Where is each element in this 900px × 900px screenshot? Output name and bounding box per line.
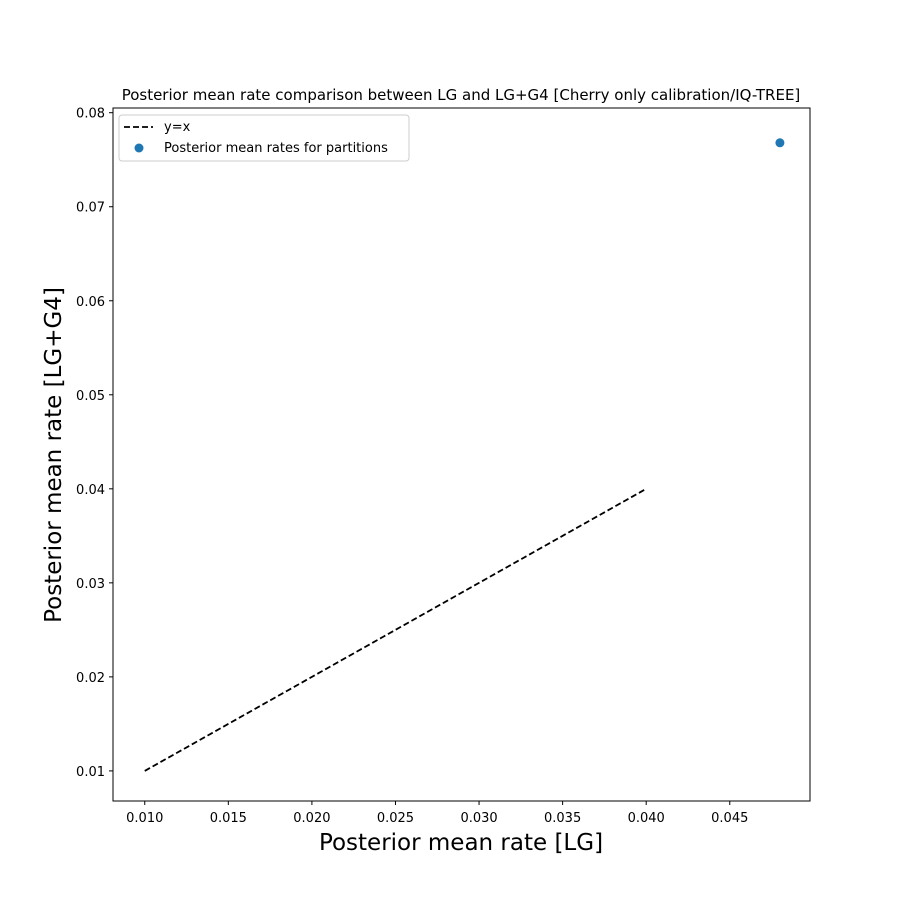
- y-tick-label: 0.05: [76, 389, 105, 404]
- y-tick-label: 0.04: [76, 483, 105, 498]
- legend-label-line: y=x: [164, 120, 191, 135]
- x-tick-label: 0.015: [210, 811, 247, 826]
- y-tick-label: 0.03: [76, 577, 105, 592]
- x-tick-label: 0.045: [711, 811, 748, 826]
- y-tick-label: 0.07: [76, 201, 105, 216]
- legend-box: [118, 114, 410, 162]
- y-axis-label: Posterior mean rate [LG+G4]: [41, 287, 67, 623]
- x-tick-label: 0.030: [460, 811, 497, 826]
- x-tick-label: 0.020: [293, 811, 330, 826]
- x-axis-label: Posterior mean rate [LG]: [319, 830, 603, 856]
- axes-frame: [112, 107, 811, 802]
- x-tick-label: 0.035: [544, 811, 581, 826]
- y-tick-label: 0.01: [76, 765, 105, 780]
- x-axis: 0.010 0.015 0.020 0.025 0.030 0.035 0.040 0.045: [126, 801, 748, 826]
- legend-point-swatch: [134, 143, 144, 153]
- x-tick-label: 0.025: [377, 811, 414, 826]
- chart-title: Posterior mean rate comparison between L…: [122, 86, 801, 104]
- scatter-point: [775, 138, 785, 148]
- plot-area: [144, 138, 785, 772]
- y-axis: 0.01 0.02 0.03 0.04 0.05 0.06 0.07 0.08: [76, 107, 113, 780]
- y-tick-label: 0.08: [76, 107, 105, 122]
- x-tick-label: 0.010: [126, 811, 163, 826]
- legend-label-points: Posterior mean rates for partitions: [164, 141, 388, 156]
- y-tick-label: 0.02: [76, 671, 105, 686]
- series-line-y-equals-x: [144, 488, 647, 772]
- y-tick-label: 0.06: [76, 295, 105, 310]
- legend: y=x Posterior mean rates for partitions: [118, 114, 410, 162]
- x-tick-label: 0.040: [628, 811, 665, 826]
